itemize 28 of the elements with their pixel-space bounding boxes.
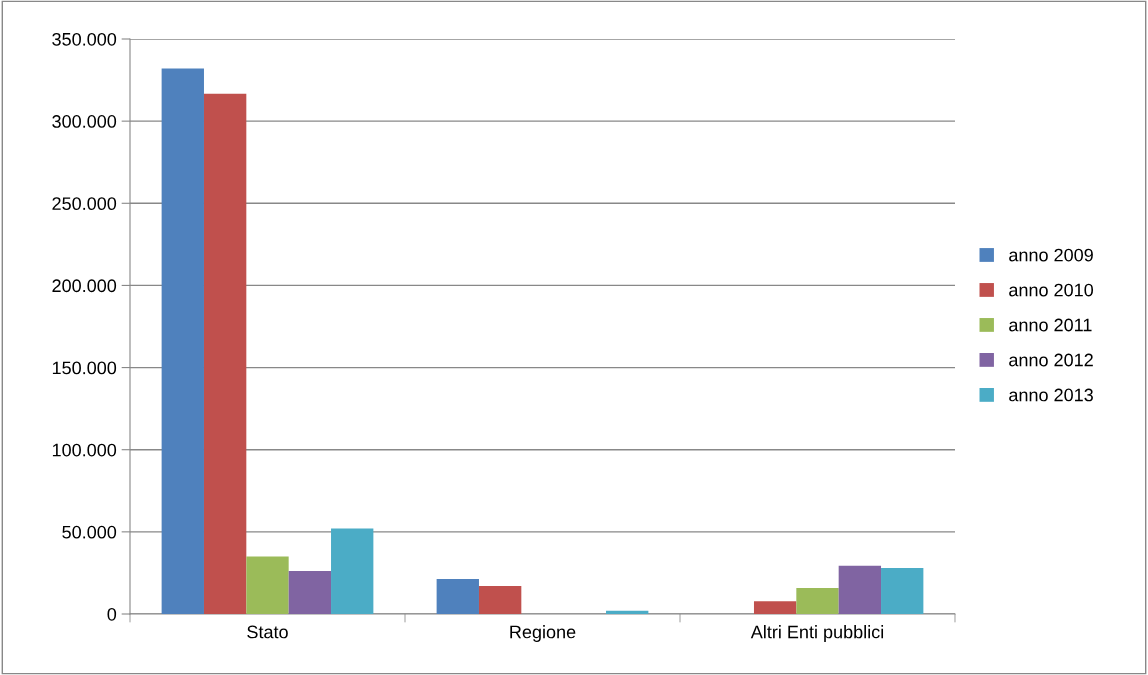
y-tick-label: 50.000: [62, 525, 117, 539]
y-tick-label: 350.000: [52, 32, 117, 46]
bar: [606, 610, 649, 614]
y-tick-label: 300.000: [52, 115, 117, 128]
legend-label: anno 2010: [1009, 283, 1094, 297]
bar: [478, 586, 522, 614]
bar: [753, 601, 797, 614]
bar: [331, 528, 374, 614]
legend-label: anno 2012: [1009, 353, 1093, 367]
bar: [288, 570, 332, 614]
bar: [796, 588, 839, 614]
x-tick-label: Altri Enti pubblici: [750, 625, 884, 642]
bar: [246, 556, 289, 614]
x-tick-label: Stato: [247, 625, 288, 639]
legend-label: anno 2013: [1009, 388, 1093, 402]
y-tick-label: 0: [107, 607, 117, 621]
y-tick-label: 150.000: [52, 361, 117, 375]
bar: [203, 93, 247, 614]
bar: [161, 68, 204, 614]
x-tick-label: Regione: [510, 625, 576, 642]
y-tick-label: 100.000: [52, 443, 117, 457]
y-tick-label: 250.000: [52, 197, 117, 211]
legend-label: anno 2011: [1009, 318, 1092, 332]
y-tick-label: 200.000: [52, 279, 117, 293]
bar: [838, 565, 882, 614]
legend-label: anno 2009: [1009, 248, 1093, 262]
bar: [436, 579, 479, 614]
bar: [881, 568, 924, 614]
